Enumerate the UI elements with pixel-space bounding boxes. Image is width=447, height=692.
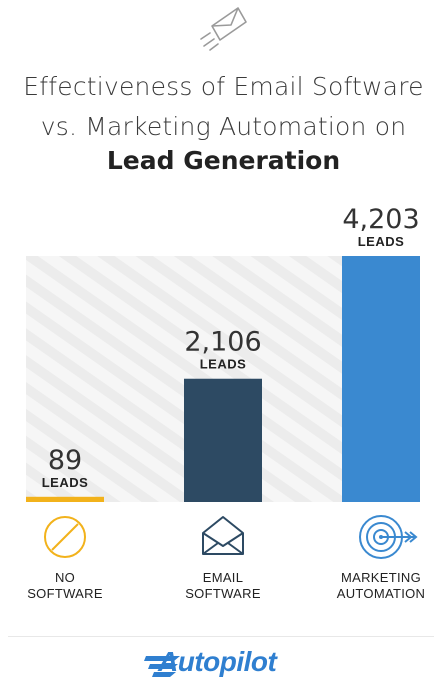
unit-label-no-software: LEADS <box>42 475 89 490</box>
category-label-line: NO <box>54 570 76 585</box>
category-label-line: MARKETING <box>341 570 421 585</box>
no-entry-icon <box>44 516 86 558</box>
autopilot-wing-logo <box>144 656 180 677</box>
paper-plane-icon <box>200 7 247 51</box>
unit-label-marketing-automation: LEADS <box>358 234 405 249</box>
category-label-marketing-automation: MARKETING AUTOMATION <box>316 570 446 602</box>
value-label-email-software: 2,106 <box>184 327 261 358</box>
envelope-icon <box>202 516 244 555</box>
footer-divider <box>8 636 434 637</box>
logo-text: Autopilot <box>158 646 277 677</box>
bar-email-software <box>184 378 262 502</box>
bar-no-software <box>26 496 104 502</box>
chart-title-line-1: Effectiveness of Email Software <box>23 72 424 101</box>
category-label-no-software: NO SOFTWARE <box>0 570 130 602</box>
category-label-email-software: EMAIL SOFTWARE <box>158 570 288 602</box>
chart-title-line-2: vs. Marketing Automation on <box>40 112 407 141</box>
target-icon <box>359 515 418 559</box>
value-label-marketing-automation: 4,203 <box>342 204 419 235</box>
bar-marketing-automation <box>342 256 420 502</box>
category-label-line: SOFTWARE <box>185 586 261 601</box>
autopilot-logo[interactable]: Autopilot <box>140 640 310 686</box>
category-label-line: AUTOMATION <box>336 586 426 601</box>
chart-title-line-3: Lead Generation <box>106 146 341 175</box>
value-label-no-software: 89 <box>48 445 82 476</box>
category-label-line: EMAIL <box>202 570 244 585</box>
unit-label-email-software: LEADS <box>200 357 247 372</box>
category-label-line: SOFTWARE <box>27 586 103 601</box>
